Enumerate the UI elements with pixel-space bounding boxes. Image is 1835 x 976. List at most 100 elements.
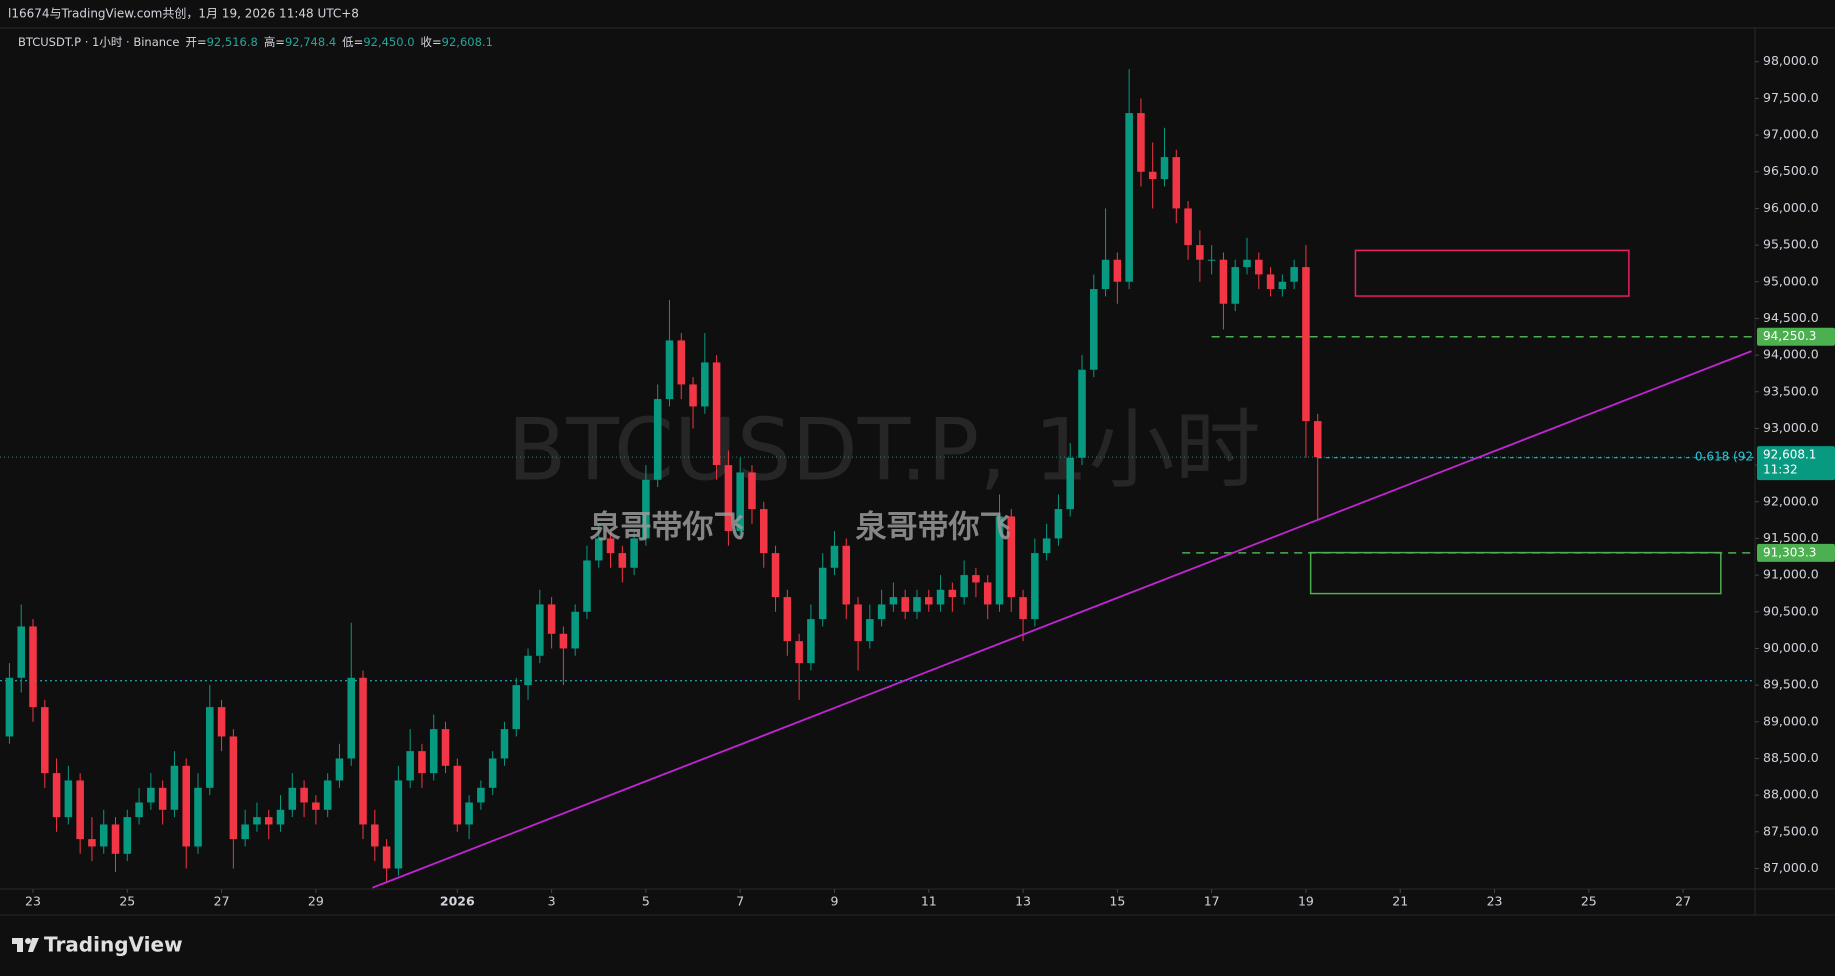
candle-body — [206, 707, 214, 788]
candle-body — [194, 787, 202, 847]
candle-body — [288, 787, 297, 810]
candle-body — [1243, 259, 1251, 268]
candle-body — [630, 538, 638, 568]
y-tick-label: 96,500.0 — [1763, 163, 1819, 178]
candle-body — [1196, 245, 1204, 260]
candle-body — [854, 604, 862, 642]
candle-body — [524, 655, 532, 686]
x-tick-label: 7 — [736, 894, 744, 909]
candle-body — [335, 758, 344, 781]
candle-body — [1090, 289, 1098, 370]
candle-body — [488, 758, 497, 788]
y-tick-label: 94,000.0 — [1763, 347, 1819, 362]
candle-body — [1054, 509, 1063, 539]
candle-body — [264, 817, 273, 825]
candle-body — [759, 509, 768, 554]
price-label: 94,250.3 — [1763, 329, 1816, 343]
candle-body — [300, 787, 308, 803]
candle-body — [123, 817, 132, 854]
candle-body — [701, 362, 709, 407]
candle-body — [347, 677, 356, 759]
candle-body — [429, 729, 438, 774]
candle-body — [1184, 208, 1192, 246]
x-tick-label: 17 — [1204, 894, 1220, 909]
y-tick-label: 89,000.0 — [1763, 713, 1819, 728]
candle-body — [547, 604, 556, 634]
candle-body — [1007, 516, 1016, 598]
candle-body — [901, 597, 909, 612]
candle-body — [441, 729, 450, 766]
y-tick-label: 95,000.0 — [1763, 273, 1819, 288]
candle-body — [583, 560, 591, 612]
y-tick-label: 91,500.0 — [1763, 530, 1819, 545]
candle-body — [1313, 421, 1322, 458]
candle-body — [418, 751, 426, 774]
candle-body — [795, 641, 803, 664]
price-label-box — [1757, 327, 1835, 346]
candle-body — [1219, 259, 1228, 304]
y-tick-label: 87,500.0 — [1763, 823, 1819, 838]
legend-label: 高= — [264, 35, 285, 49]
candle-body — [382, 846, 391, 869]
last-price-box — [1757, 446, 1835, 481]
candle-body — [736, 472, 744, 532]
legend-value: 92,516.8 — [207, 35, 258, 49]
legend-value: 92,608.1 — [442, 35, 493, 49]
candle-body — [1019, 597, 1027, 620]
y-tick-label: 96,000.0 — [1763, 200, 1819, 215]
legend-value: 92,748.4 — [285, 35, 336, 49]
candle-body — [712, 362, 721, 466]
candle-body — [830, 545, 839, 568]
candle-body — [371, 824, 379, 847]
candle-body — [111, 824, 120, 854]
candle-body — [76, 780, 84, 840]
candle-body — [913, 597, 921, 612]
legend-symbol: BTCUSDT.P · 1小时 · Binance — [18, 35, 179, 49]
candle-body — [689, 384, 697, 407]
candle-body — [241, 824, 249, 840]
candle-body — [17, 626, 25, 678]
candle-body — [972, 575, 980, 583]
candle-body — [536, 604, 544, 656]
candle-body — [1266, 274, 1275, 290]
x-tick-label: 23 — [1487, 894, 1503, 909]
x-tick-label: 5 — [642, 894, 650, 909]
overlay-text: 泉哥带你飞 — [856, 510, 1011, 546]
logo-text[interactable]: TradingView — [44, 933, 183, 957]
x-tick-label: 25 — [1581, 894, 1597, 909]
y-tick-label: 93,000.0 — [1763, 420, 1819, 435]
y-tick-label: 88,500.0 — [1763, 750, 1819, 765]
x-tick-label: 29 — [308, 894, 324, 909]
legend: BTCUSDT.P · 1小时 · Binance 开=92,516.8 高=92,… — [18, 35, 493, 49]
trendline — [372, 350, 1752, 889]
candle-body — [465, 802, 473, 825]
candle-body — [29, 626, 37, 708]
watermark: BTCUSDT.P, 1小时 — [507, 400, 1260, 500]
candle-body — [477, 787, 485, 803]
y-tick-label: 97,000.0 — [1763, 127, 1819, 142]
candle-body — [229, 736, 238, 840]
candle-body — [170, 765, 179, 810]
x-tick-label: 2026 — [440, 894, 475, 909]
candle-body — [665, 340, 674, 400]
plot — [0, 69, 1755, 889]
x-tick-label: 19 — [1298, 894, 1314, 909]
candle-body — [995, 516, 1004, 605]
x-tick-label: 11 — [921, 894, 937, 909]
y-tick-label: 91,000.0 — [1763, 567, 1819, 582]
candle-body — [559, 633, 568, 649]
y-tick-label: 97,500.0 — [1763, 90, 1819, 105]
candle-body — [1137, 113, 1145, 172]
candle-body — [1160, 157, 1169, 180]
candle-body — [1042, 538, 1051, 554]
x-tick-label: 25 — [119, 894, 135, 909]
candle-body — [253, 817, 261, 825]
x-tick-label: 3 — [548, 894, 556, 909]
candle-body — [52, 773, 61, 818]
candle-body — [512, 685, 521, 730]
candle-body — [1278, 281, 1287, 290]
candle-body — [618, 553, 627, 568]
candle-body — [1255, 259, 1263, 275]
